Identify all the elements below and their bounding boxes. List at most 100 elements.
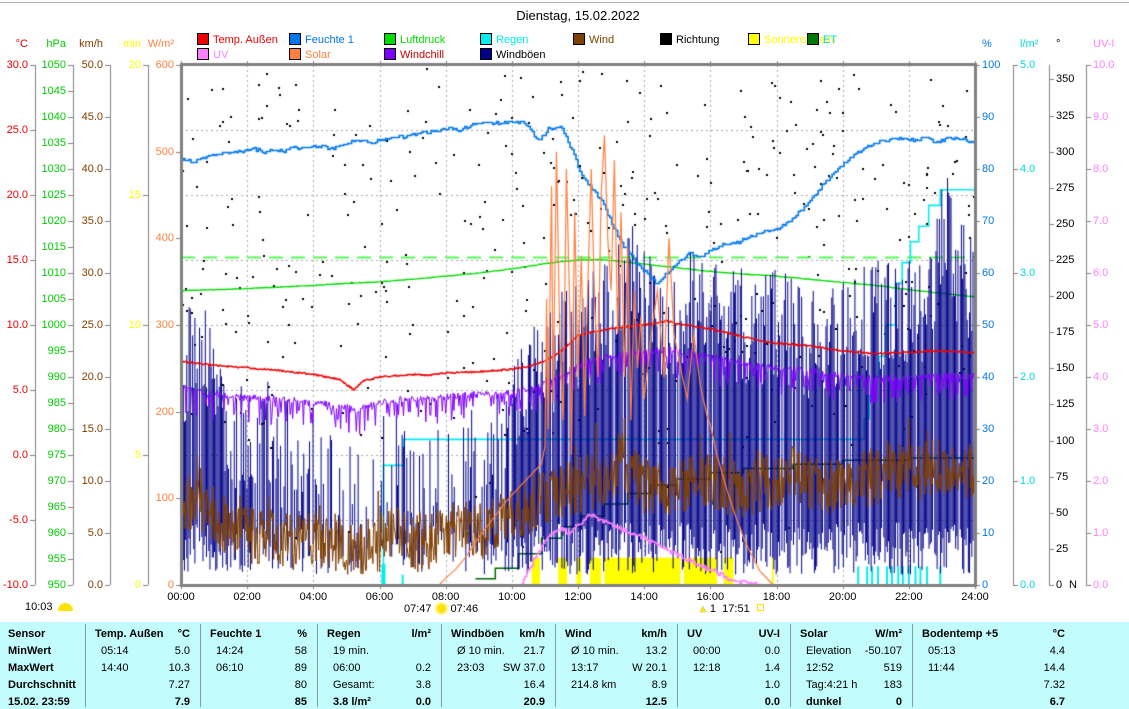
tick-label: -5.0 [9,514,28,526]
tick-label: 5.0 [12,384,28,396]
table-column-unit: W/m² [875,628,902,640]
table-cell-value: 20.9 [523,696,545,708]
tick-label: 75 [1056,470,1069,483]
axis-extra-label-n: N [1069,579,1077,591]
x-axis-label: 24:00 [961,591,989,603]
tick-label: 400 [155,232,174,245]
table-column-header: UV [687,628,703,640]
tick-label: 5.0 [87,527,103,539]
tick-label: 950 [47,579,66,591]
tick-label: 225 [1056,254,1075,266]
table-column-unit: km/h [641,628,667,640]
axis-unit-UV-I: UV-I [1093,38,1115,50]
tick-label: 350 [1056,73,1075,86]
axis-unit-km/h: km/h [79,38,103,50]
tick-label: 30.0 [81,267,103,279]
tick-label: 990 [47,371,66,383]
tick-label: 80 [982,163,995,175]
x-axis-label: 08:00 [431,591,460,603]
x-axis-label: 20:00 [828,591,857,603]
tick-label: 7.0 [1093,215,1109,227]
tick-label: -10.0 [2,579,28,591]
table-column-unit: l/m² [411,628,431,640]
tick-label: 0.0 [87,579,103,591]
tick-label: 10.0 [81,475,103,487]
table-cell-value: 21.7 [523,645,545,657]
tick-label: 15 [128,189,141,201]
table-cell-value: W 20.1 [632,662,667,674]
table-cell-time: 06:00 [333,662,361,674]
table-cell-time: 19 min. [333,645,370,657]
tick-label: 35.0 [81,215,103,227]
tick-label: 1.0 [1020,475,1036,487]
table-row-label: Sensor [8,628,46,640]
table-cell-value: 0 [895,696,902,708]
x-axis-label: 12:00 [564,591,592,603]
table-cell-value: 12.5 [645,696,667,708]
tick-label: 1020 [41,215,66,227]
table-cell-value: 1.4 [764,662,780,674]
table-column-header: Bodentemp +5 [922,628,999,640]
table-cell-time: 06:10 [216,662,244,674]
table-column-separator [677,624,678,707]
table-cell-value: 16.4 [523,679,545,691]
table-column-separator [912,624,913,707]
tick-label: 0.0 [1093,579,1109,591]
table-column-unit: km/h [519,628,545,640]
table-cell-value: 519 [883,662,902,674]
table-column-separator [85,624,86,707]
table-cell-value: 1.0 [764,679,780,691]
tick-label: 45.0 [81,111,103,123]
tick-label: 1000 [41,319,66,331]
table-cell-value: 58 [294,645,307,657]
table-cell-time: 23:03 [457,662,485,674]
x-axis-label: 06:00 [365,591,394,603]
axis-unit-W/m²: W/m² [147,38,174,50]
tick-label: 50 [1056,506,1069,519]
table-cell-value: 7.32 [1043,679,1065,691]
tick-label: 50 [982,319,995,331]
moonrise-annotation: 10:03 [25,601,73,613]
axis-unit-%: % [982,38,992,50]
tick-label: 0 [134,579,141,591]
table-cell-time: Gesamt: [333,679,375,691]
tick-label: 1040 [41,111,66,123]
tick-label: 30 [982,423,995,435]
table-cell-value: 0.2 [415,662,431,674]
table-cell-time: 00:00 [693,645,721,657]
table-column-unit: UV-I [758,628,780,640]
tick-label: 0.0 [12,449,28,461]
tick-label: 100 [1056,434,1075,447]
tick-label: 20 [128,59,141,71]
table-cell-value: 5.0 [174,645,190,657]
table-cell-value: 183 [883,679,902,691]
chart-canvas [0,0,1129,620]
table-cell-value: 85 [294,696,307,708]
tick-label: 3.0 [1093,423,1109,435]
table-cell-value: 7.9 [174,696,190,708]
tick-label: 1050 [41,59,66,71]
tick-label: 1015 [41,241,66,253]
axis-unit-l/m²: l/m² [1020,38,1039,50]
x-axis-label: 02:00 [233,591,261,603]
tick-label: 2.0 [1020,371,1036,383]
tick-label: 15.0 [81,423,103,435]
moon-phase-number: 1 [709,603,717,615]
table-cell-value: 0.0 [764,696,780,708]
table-cell-time: 13:17 [571,662,599,674]
tick-label: 40.0 [81,163,103,175]
table-cell-value: 0.0 [764,645,780,657]
tick-label: 10 [982,527,995,539]
table-cell-value: 10.3 [168,662,190,674]
table-row-label: 15.02. 23:59 [8,696,70,708]
table-column-unit: °C [1052,628,1065,640]
tick-label: 500 [155,145,174,158]
table-cell-time: 12:52 [806,662,834,674]
tick-label: 600 [155,59,174,71]
tick-label: 0 [982,579,989,591]
tick-label: 0 [1056,579,1063,591]
axis-unit-°: ° [1056,38,1061,50]
table-cell-value: 13.2 [645,645,667,657]
tick-label: 10 [128,319,141,331]
